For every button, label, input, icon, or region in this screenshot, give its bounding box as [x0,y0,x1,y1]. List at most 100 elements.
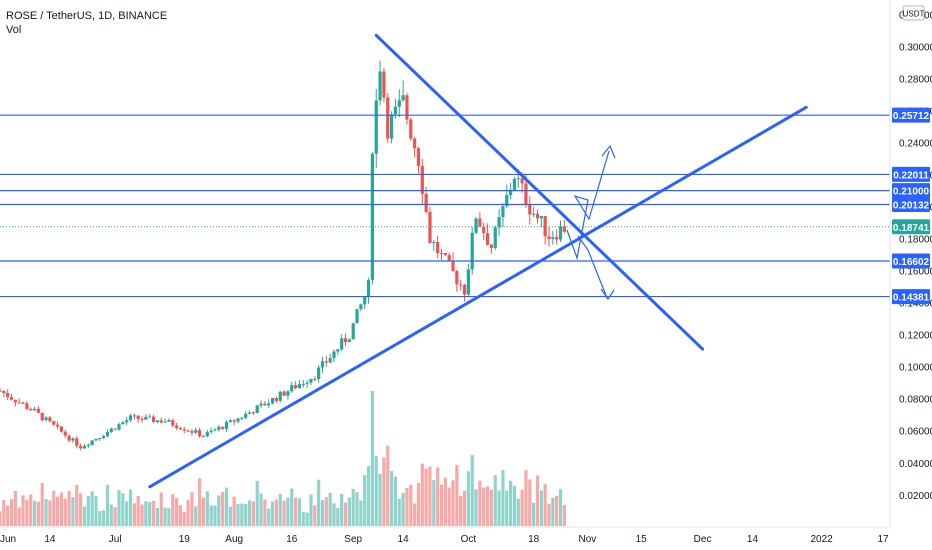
volume-bar [132,503,136,526]
volume-bar [171,494,175,526]
candle-body [144,416,148,420]
candle-body [539,216,543,219]
candle-body [217,426,221,430]
ascending-support-trendline[interactable] [148,105,808,489]
volume-bar [340,493,344,526]
volume-bar [416,483,421,526]
volume-bar [151,500,156,526]
volume-bar [94,496,98,526]
volume-bar [82,506,87,526]
level-price-badge: 0.22011 [893,170,929,181]
volume-bar [428,466,432,526]
currency-badge-box[interactable] [902,5,925,21]
volume-bar [228,506,232,526]
descending-resistance-trendline[interactable] [374,33,705,351]
volume-bar [67,491,71,526]
candle-body [424,193,428,212]
candle-body [520,178,524,184]
volume-bar [359,500,363,526]
price-tick-label: 0.18000 [899,235,932,246]
candle-body [155,420,160,422]
volume-bar [86,496,90,526]
volume-bar [232,496,236,526]
volume-bar [459,495,463,526]
candle-body [113,428,117,430]
volume-bar [439,484,444,526]
volume-bar [136,495,140,526]
volume-bar [175,497,179,526]
volume-bar [294,497,298,526]
volume-bar [401,492,405,526]
volume-bar [209,505,213,526]
candle-body [470,232,474,270]
time-tick-label: Nov [578,534,596,545]
candle-body [401,95,405,101]
volume-bar [44,499,48,526]
level-price-badge: 0.25712 [893,111,930,122]
volume-bar [547,503,551,526]
candle-body [405,95,409,120]
volume-bar [532,502,536,526]
volume-bar [113,507,117,526]
time-axis[interactable]: Jun 14 Jul 19 Aug 16 Sep 14 Oct 18 Nov 15 Dec 14 2022 1… [0,526,890,545]
volume-bar [470,455,474,526]
volume-bar [167,508,171,526]
candle-body [409,119,413,139]
volume-bar [75,485,79,526]
volume-bar [9,499,14,526]
volume-bar [17,507,21,526]
downside-projection-arrow[interactable] [577,235,608,299]
upside-projection-arrow[interactable] [566,150,610,261]
candle-body [359,304,363,310]
volume-bar [555,495,559,526]
volume-bar [21,495,25,526]
volume-bar [512,485,517,526]
volume-bar [397,498,401,526]
price-axis[interactable]: 0.02000 0.04000 0.06000 0.08000 0.10000 0.120… [889,0,932,527]
candle-body [128,415,133,421]
price-tick-label: 0.24000 [899,139,932,150]
candle-body [332,351,336,359]
price-tick-label: 0.14000 [899,299,932,310]
currency-badge[interactable]: USDT [903,10,925,19]
candle-body [247,412,252,414]
candle-body [501,206,505,218]
candle-body [562,226,566,232]
volume-bar [343,502,348,526]
candle-body [532,213,536,215]
candle-body [363,296,367,305]
candle-body [240,417,244,419]
candle-body [171,420,175,426]
volume-bar [501,469,505,526]
symbol-title: ROSE / TetherUS, 1D, BINANCE [6,10,168,22]
time-tick-label: 14 [44,534,56,545]
candle-body [140,419,144,421]
volume-bar [301,511,305,526]
candle-body [232,420,236,422]
candle-body [505,195,509,207]
candle-body [286,391,290,396]
candle-body [255,405,259,414]
candle-body [151,416,156,422]
trendline-drawings[interactable] [148,33,808,489]
time-tick-label: 16 [286,534,298,545]
price-tick-label: 0.08000 [899,395,932,406]
volume-bar [90,491,94,526]
time-tick-label: 14 [398,534,410,545]
volume-bar [374,456,378,526]
horizontal-levels[interactable] [0,114,890,298]
candle-body [44,417,48,421]
volume-bar [332,503,336,526]
level-price-badge: 0.21000 [893,187,930,198]
time-tick-label: Jul [109,534,122,545]
volume-bar [317,479,321,526]
candle-body [121,422,125,425]
candle-body [386,97,390,139]
volume-bar [516,498,520,526]
candle-body [94,438,98,441]
volume-bar [309,494,313,526]
volume-bar [413,503,417,526]
candle-body [462,284,467,295]
volume-bar [509,480,513,526]
